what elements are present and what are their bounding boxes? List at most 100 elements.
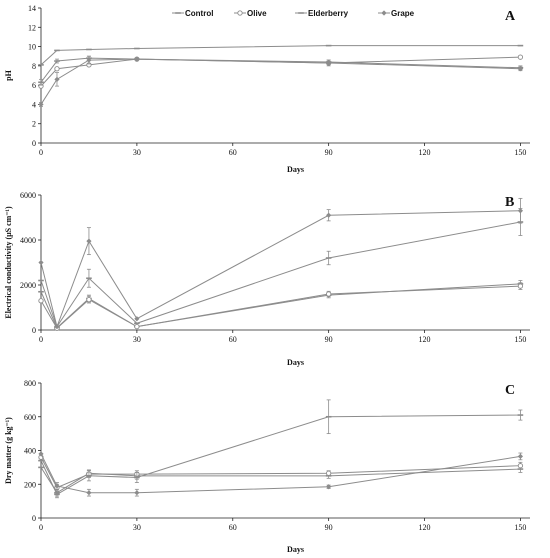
x-tick-label: 0	[39, 148, 43, 157]
data-point	[54, 66, 60, 72]
y-tick-label: 14	[28, 4, 36, 13]
legend-label: Elderberry	[308, 9, 349, 18]
series-line	[40, 453, 521, 494]
data-point	[517, 283, 524, 289]
data-point	[325, 470, 332, 476]
data-point	[326, 60, 332, 66]
x-tick-label: 0	[39, 523, 43, 532]
data-point	[134, 323, 140, 330]
data-point	[517, 54, 524, 60]
y-tick-label: 0	[32, 326, 36, 335]
panel-letter: C	[505, 383, 515, 398]
data-point	[134, 490, 140, 496]
y-tick-label: 4	[32, 100, 36, 109]
y-tick-label: 600	[24, 413, 36, 422]
series-control	[38, 44, 524, 66]
x-tick-label: 30	[133, 523, 141, 532]
data-point	[38, 298, 44, 304]
data-point	[326, 212, 332, 218]
legend-item-grape: Grape	[378, 9, 415, 18]
y-axis-label: Dry matter (g kg⁻¹)	[4, 417, 13, 484]
x-tick-label: 60	[229, 335, 237, 344]
x-tick-label: 0	[39, 335, 43, 344]
data-point	[517, 208, 524, 214]
x-tick-label: 150	[514, 148, 526, 157]
series-line	[40, 210, 521, 329]
panel-a: 0 2 4 6 8 10 12 14 0 30 60 90 120 150 Days pH A	[4, 4, 530, 174]
x-tick-label: 90	[325, 148, 333, 157]
y-axis-label: Electrical conductivity (μS cm⁻¹)	[4, 206, 13, 319]
y-tick-label: 200	[24, 480, 36, 489]
x-tick-label: 90	[325, 335, 333, 344]
x-tick-label: 120	[419, 148, 431, 157]
y-tick-label: 4000	[20, 236, 36, 245]
y-tick-label: 10	[28, 43, 36, 52]
x-axis-label: Days	[287, 545, 304, 554]
x-tick-label: 60	[229, 523, 237, 532]
series-line	[40, 45, 521, 66]
series-line	[40, 414, 521, 496]
data-point	[134, 316, 140, 322]
legend-label: Control	[185, 9, 213, 18]
data-point	[517, 66, 524, 72]
legend-label: Olive	[247, 9, 267, 18]
data-point	[86, 490, 92, 496]
panel-letter: B	[505, 195, 514, 210]
legend-marker	[381, 10, 387, 16]
series-grape	[38, 55, 524, 108]
legend-item-olive: Olive	[234, 9, 267, 18]
data-point	[326, 484, 332, 490]
data-point	[54, 76, 60, 82]
x-axis-label: Days	[287, 358, 304, 367]
series-line	[40, 221, 521, 328]
x-tick-label: 150	[514, 523, 526, 532]
data-point	[325, 291, 332, 297]
x-tick-label: 30	[133, 335, 141, 344]
data-point	[134, 56, 140, 62]
legend-label: Grape	[391, 9, 415, 18]
data-point	[38, 259, 44, 266]
y-tick-label: 0	[32, 139, 36, 148]
legend-item-control: Control	[172, 9, 213, 18]
data-point	[86, 296, 92, 303]
legend: Control Olive Elderberry Grape	[172, 9, 415, 18]
data-point	[54, 483, 60, 489]
y-tick-label: 2000	[20, 281, 36, 290]
series-line	[40, 57, 521, 83]
data-point	[54, 324, 60, 330]
series-elderberry	[38, 399, 524, 499]
series-line	[40, 56, 521, 87]
y-axis-label: pH	[4, 69, 13, 80]
legend-item-elderberry: Elderberry	[295, 9, 349, 18]
series-elderberry	[38, 208, 524, 328]
y-tick-label: 0	[32, 514, 36, 523]
data-point	[86, 57, 92, 63]
legend-marker	[237, 10, 243, 16]
y-tick-label: 6000	[20, 191, 36, 200]
series-line	[40, 58, 521, 105]
x-tick-label: 30	[133, 148, 141, 157]
series-line	[40, 457, 521, 489]
x-tick-label: 120	[419, 335, 431, 344]
series-grape	[38, 197, 524, 330]
series-control	[38, 465, 524, 497]
panel-b: 0 2000 4000 6000 0 30 60 90 120 150 Days Electrical…	[4, 191, 530, 367]
x-tick-label: 150	[514, 335, 526, 344]
data-point	[517, 463, 524, 469]
data-point	[517, 453, 524, 460]
data-point	[38, 101, 44, 108]
x-tick-label: 60	[229, 148, 237, 157]
x-axis-label: Days	[287, 165, 304, 174]
y-tick-label: 2	[32, 120, 36, 129]
series-line	[40, 467, 521, 494]
data-point	[38, 451, 44, 457]
series-control	[38, 280, 524, 329]
series-olive	[38, 454, 524, 492]
panel-c: 0 200 400 600 800 0 30 60 90 120 150 Days Dry matter…	[4, 379, 530, 554]
y-tick-label: 400	[24, 447, 36, 456]
data-point	[86, 238, 92, 244]
series-olive	[38, 282, 524, 331]
panel-letter: A	[505, 9, 516, 24]
series-elderberry	[38, 55, 524, 86]
y-tick-label: 8	[32, 62, 36, 71]
